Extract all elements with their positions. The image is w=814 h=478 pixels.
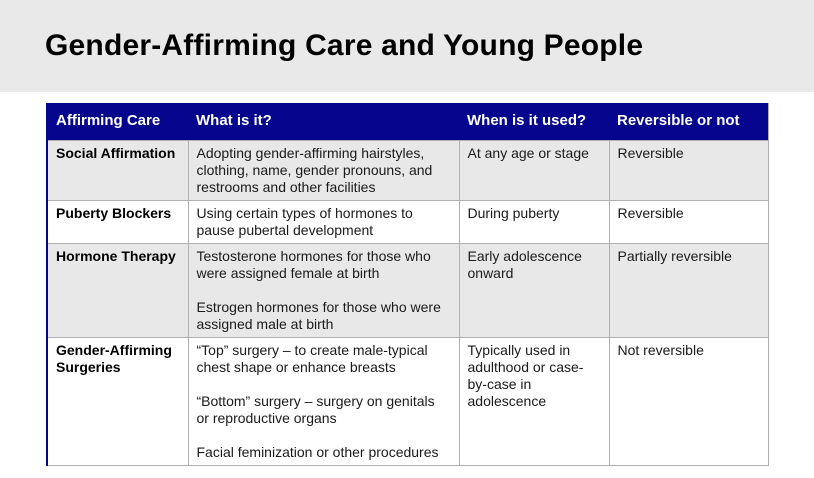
cell-what-description: “Top” surgery – to create male-typical c…: [187, 336, 460, 466]
cell-when-used: At any age or stage: [458, 139, 610, 201]
description-paragraph: Testosterone hormones for those who were…: [196, 247, 431, 281]
col-header-reversible-or-not: Reversible or not: [609, 103, 768, 140]
cell-when-used: Typically used in adulthood or case-by-c…: [458, 336, 610, 466]
cell-care-type: Gender-Affirming Surgeries: [46, 336, 189, 466]
cell-when-used: During puberty: [458, 199, 610, 244]
cell-what-description: Testosterone hormones for those who were…: [187, 242, 460, 338]
cell-when-used: Early adolescence onward: [458, 242, 610, 338]
page-title: Gender-Affirming Care and Young People: [45, 29, 644, 62]
cell-what-description: Using certain types of hormones to pause…: [187, 199, 460, 244]
description-paragraph: “Top” surgery – to create male-typical c…: [196, 341, 428, 375]
col-header-affirming-care: Affirming Care: [47, 103, 188, 140]
table-row-gender-affirming-surgeries: Gender-Affirming Surgeries “Top” surgery…: [46, 336, 769, 466]
cell-care-type: Puberty Blockers: [46, 199, 189, 244]
table-row-hormone-therapy: Hormone Therapy Testosterone hormones fo…: [46, 242, 769, 338]
cell-care-type: Social Affirmation: [46, 139, 189, 201]
col-header-when-is-it-used: When is it used?: [459, 103, 609, 140]
description-paragraph: Estrogen hormones for those who were ass…: [196, 298, 441, 332]
cell-reversibility: Reversible: [608, 139, 769, 201]
table-row-social-affirmation: Social Affirmation Adopting gender-affir…: [46, 139, 769, 201]
care-table: Affirming Care What is it? When is it us…: [46, 103, 769, 466]
care-table-container: Affirming Care What is it? When is it us…: [46, 103, 769, 466]
cell-what-description: Adopting gender-affirming hairstyles, cl…: [187, 139, 460, 201]
title-band: Gender-Affirming Care and Young People: [0, 0, 814, 92]
description-paragraph: “Bottom” surgery – surgery on genitals o…: [196, 392, 435, 426]
cell-care-type: Hormone Therapy: [46, 242, 189, 338]
description-paragraph: Using certain types of hormones to pause…: [196, 204, 413, 238]
col-header-what-is-it: What is it?: [188, 103, 459, 140]
table-row-puberty-blockers: Puberty Blockers Using certain types of …: [46, 199, 769, 244]
cell-reversibility: Reversible: [608, 199, 769, 244]
description-paragraph: Adopting gender-affirming hairstyles, cl…: [196, 144, 433, 195]
table-header-row: Affirming Care What is it? When is it us…: [47, 103, 768, 140]
description-paragraph: Facial feminization or other procedures: [196, 443, 439, 460]
cell-reversibility: Not reversible: [608, 336, 769, 466]
cell-reversibility: Partially reversible: [608, 242, 769, 338]
